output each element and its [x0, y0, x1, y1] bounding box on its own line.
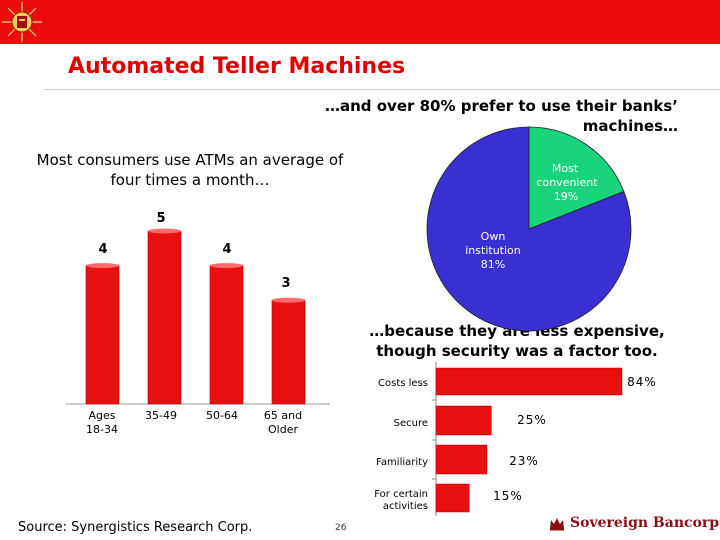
reason-category-label-3-line2: activities [383, 501, 428, 512]
usage-bar-top-0 [86, 263, 119, 269]
reason-category-label-3: For certain [374, 489, 428, 500]
reason-bar-1 [435, 405, 492, 436]
usage-category-label-0: Ages [88, 409, 115, 422]
reason-category-label-0: Costs less [378, 378, 428, 389]
reason-value-label-2: 23% [509, 454, 539, 468]
pie-value-own: 81% [481, 258, 505, 271]
reason-bar-0 [435, 367, 623, 396]
reason-value-label-3: 15% [493, 489, 523, 503]
pie-slice-0 [528, 126, 625, 230]
usage-bar-top-2 [210, 263, 243, 269]
page-number: 26 [335, 523, 347, 533]
pie-label-own-line2: institution [465, 244, 521, 257]
usage-bar-top-3 [272, 297, 305, 303]
brand-logo: Sovereign Bancorp [548, 514, 719, 536]
title-divider [44, 89, 720, 90]
pie-label-own-line1: Own [481, 230, 506, 243]
reasons-caption: …because they are less expensive, though… [369, 322, 665, 360]
reason-bar-3 [435, 483, 470, 513]
reason-category-label-2: Familiarity [376, 457, 428, 468]
top-banner [0, 0, 720, 44]
usage-category-label-3-line2: Older [268, 423, 298, 436]
reason-value-label-0: 84% [627, 375, 657, 389]
usage-category-label-0-line2: 18-34 [86, 423, 118, 436]
usage-category-label-2: 50-64 [206, 409, 238, 422]
usage-bar-top-1 [148, 228, 181, 234]
reason-value-label-1: 25% [517, 413, 547, 427]
usage-value-label-0: 4 [98, 242, 107, 257]
pie-value-convenient: 19% [554, 190, 578, 203]
pie-caption: …and over 80% prefer to use their banks’… [324, 97, 678, 135]
usage-value-label-2: 4 [222, 242, 231, 257]
pie-label-convenient-line2: convenient [536, 176, 598, 189]
usage-value-label-1: 5 [156, 211, 165, 226]
usage-category-label-3: 65 and [264, 409, 302, 422]
source-note: Source: Synergistics Research Corp. [18, 520, 253, 535]
usage-bar-0 [85, 265, 120, 405]
pie-label-convenient-line1: Most [552, 162, 579, 175]
crown-icon [550, 518, 564, 531]
crest-logo-icon [0, 0, 44, 44]
slide-title: Automated Teller Machines [68, 54, 406, 79]
pie-slice-1 [426, 126, 632, 332]
bar-chart-caption: Most consumers use ATMs an average of fo… [36, 151, 344, 189]
usage-bar-2 [209, 265, 244, 405]
usage-bar-3 [271, 299, 306, 405]
reason-bar-2 [435, 444, 488, 475]
reason-category-label-1: Secure [394, 418, 428, 429]
usage-category-label-1: 35-49 [145, 409, 177, 422]
brand-name: Sovereign Bancorp [570, 515, 720, 531]
usage-bar-1 [147, 230, 182, 405]
usage-value-label-3: 3 [281, 276, 290, 291]
